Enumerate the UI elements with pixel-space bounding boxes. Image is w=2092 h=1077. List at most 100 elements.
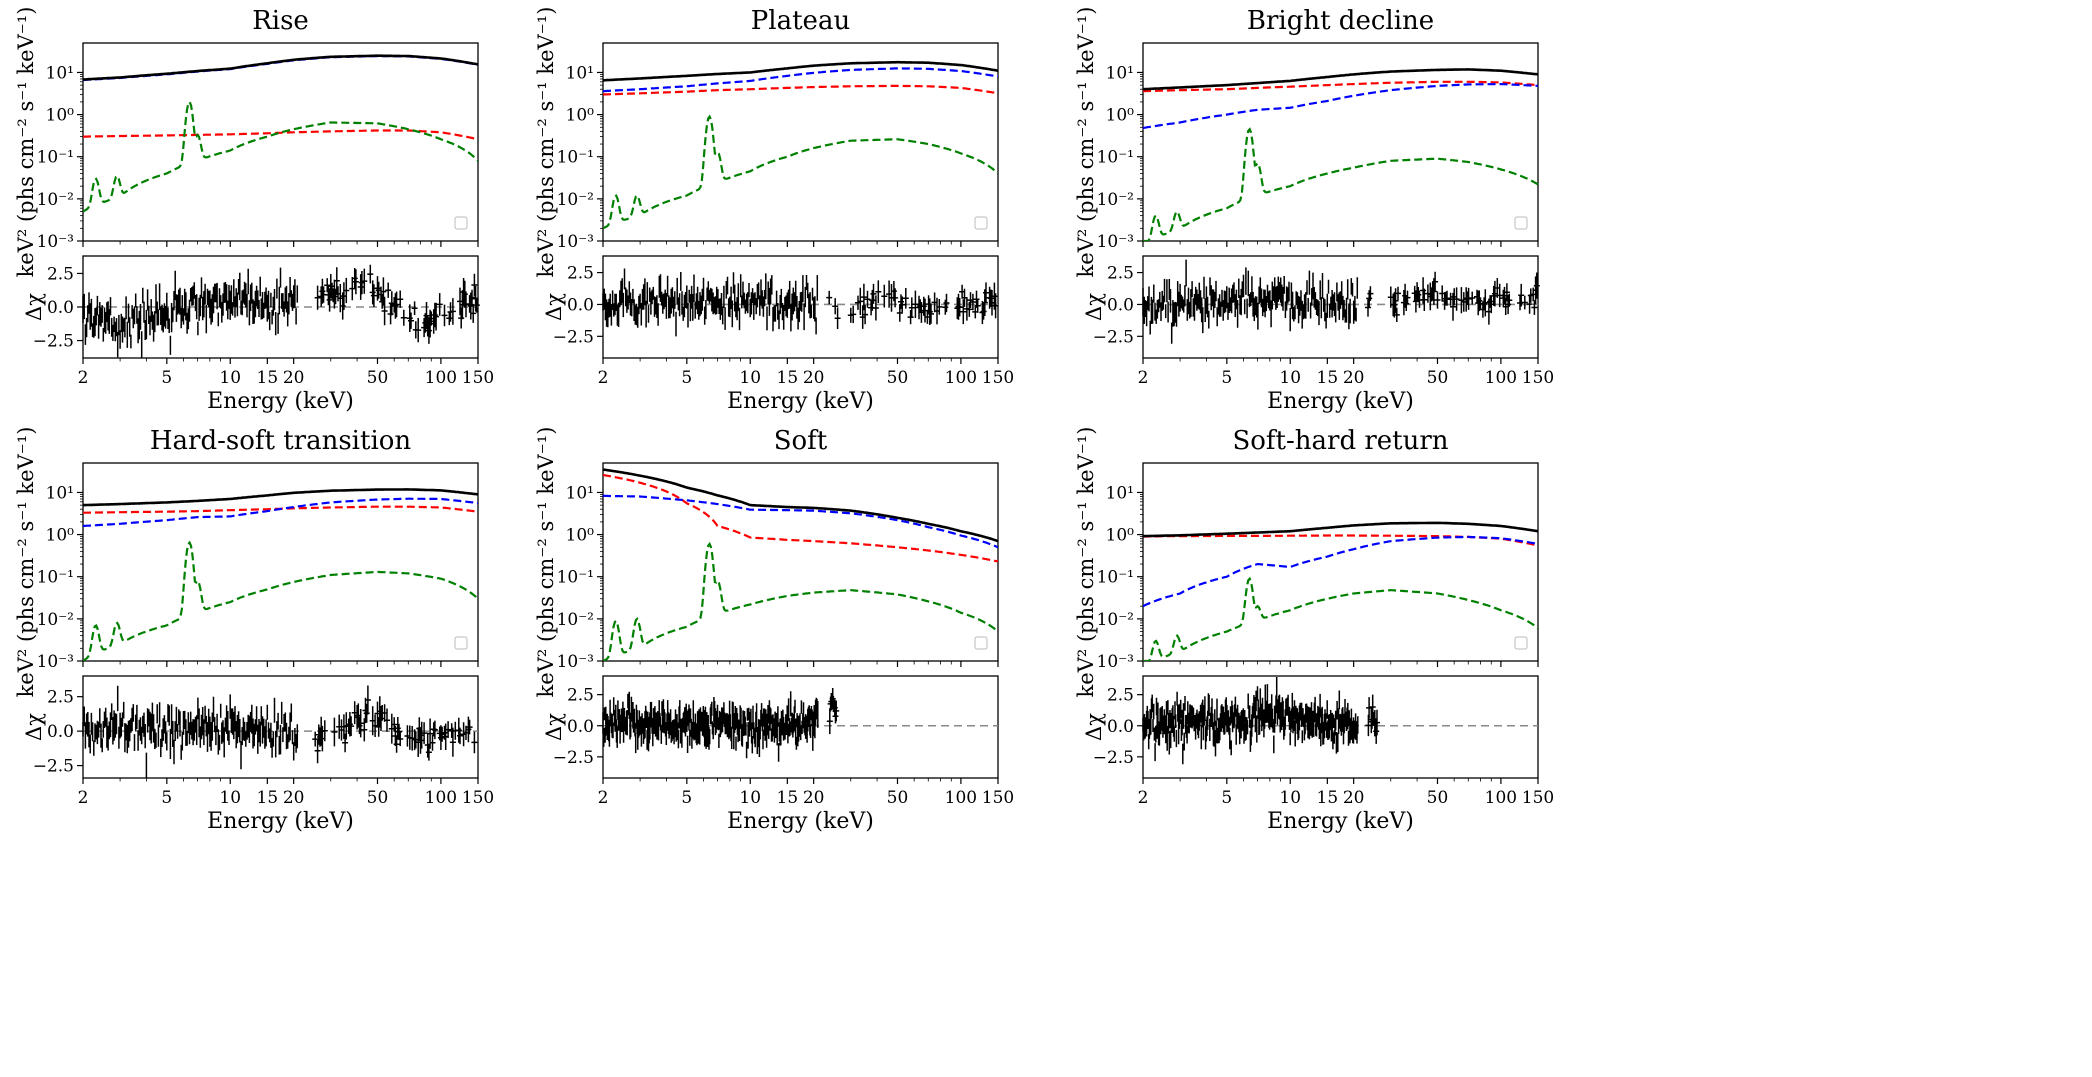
y-tick-label: 10⁻¹ xyxy=(1097,148,1134,168)
series-total xyxy=(1143,521,1538,538)
x-axis-label: Energy (keV) xyxy=(1267,389,1414,414)
x-tick-label: 5 xyxy=(161,368,172,388)
residual-axis-label: Δχ xyxy=(1082,293,1106,321)
y-tick-label: 10⁻³ xyxy=(557,232,594,252)
spectrum-axes-frame xyxy=(602,42,999,242)
x-tick-label: 15 xyxy=(777,788,799,808)
series-comp-red xyxy=(1143,80,1538,93)
x-tick-label: 2 xyxy=(1138,368,1149,388)
y-tick-label: 10⁻¹ xyxy=(557,148,594,168)
spectrum-axes-frame xyxy=(602,462,999,662)
panel-title: Hard-soft transition xyxy=(150,426,412,456)
y-tick-label: 10⁻² xyxy=(1097,190,1134,210)
residual-tick-label: −2.5 xyxy=(33,757,74,777)
x-tick-label: 100 xyxy=(1485,788,1517,808)
x-tick-label: 50 xyxy=(367,368,389,388)
y-tick-label: 10⁻³ xyxy=(37,652,74,672)
y-axis-label: keV² (phs cm⁻² s⁻¹ keV⁻¹) xyxy=(1074,427,1098,698)
legend-box xyxy=(1514,216,1528,230)
series-comp-red xyxy=(83,129,478,141)
y-axis-label: keV² (phs cm⁻² s⁻¹ keV⁻¹) xyxy=(1074,7,1098,278)
panel-4: Hard-soft transition 10⁻³ 10⁻² 10⁻¹ 10⁰ 10¹ ke… xyxy=(14,426,494,834)
y-tick-label: 10¹ xyxy=(1106,63,1134,83)
y-tick-label: 10¹ xyxy=(46,63,74,83)
x-tick-label: 100 xyxy=(425,368,457,388)
series-total xyxy=(83,488,478,507)
x-tick-label: 150 xyxy=(982,368,1014,388)
y-tick-label: 10⁻³ xyxy=(1097,652,1134,672)
y-tick-label: 10⁰ xyxy=(566,526,595,546)
y-tick-label: 10⁰ xyxy=(46,106,75,126)
panel-title: Plateau xyxy=(751,6,850,36)
residual-axis-label: Δχ xyxy=(22,293,46,321)
legend-box xyxy=(454,216,468,230)
residual-points xyxy=(82,264,480,358)
residual-error-bars xyxy=(82,264,480,358)
x-tick-label: 15 xyxy=(1317,788,1339,808)
x-tick-label: 20 xyxy=(283,788,305,808)
residual-tick-label: −2.5 xyxy=(553,748,594,768)
x-tick-label: 10 xyxy=(219,788,241,808)
residual-tick-label: 0.0 xyxy=(567,717,594,737)
series-comp-green xyxy=(1143,127,1538,241)
series-total xyxy=(83,54,478,81)
x-tick-label: 100 xyxy=(945,368,977,388)
residual-tick-label: 2.5 xyxy=(567,686,594,706)
y-tick-label: 10⁻³ xyxy=(557,652,594,672)
y-tick-label: 10⁰ xyxy=(46,526,75,546)
y-tick-label: 10⁻² xyxy=(37,610,74,630)
residual-axis-label: Δχ xyxy=(1082,713,1106,741)
residual-tick-label: 0.0 xyxy=(47,298,74,318)
x-tick-label: 20 xyxy=(1343,368,1365,388)
x-tick-label: 20 xyxy=(803,788,825,808)
panel-6: Soft-hard return 10⁻³ 10⁻² 10⁻¹ 10⁰ 10¹ keV² (… xyxy=(1074,426,1554,834)
spectrum-axes-frame xyxy=(1142,462,1539,662)
model-curves xyxy=(603,468,998,661)
legend-box xyxy=(974,216,988,230)
y-tick-label: 10¹ xyxy=(46,483,74,503)
spectrum-axes-frame xyxy=(82,462,479,662)
x-tick-label: 50 xyxy=(1427,368,1449,388)
residual-points xyxy=(602,688,840,762)
y-tick-label: 10¹ xyxy=(566,483,594,503)
x-axis-label: Energy (keV) xyxy=(1267,809,1414,834)
x-tick-label: 100 xyxy=(425,788,457,808)
y-tick-label: 10⁻¹ xyxy=(1097,568,1134,588)
series-comp-blue xyxy=(1143,535,1538,608)
x-tick-label: 10 xyxy=(219,368,241,388)
panel-5: Soft 10⁻³ 10⁻² 10⁻¹ 10⁰ 10¹ keV² (phs cm⁻² s⁻¹… xyxy=(534,426,1014,834)
x-tick-label: 15 xyxy=(777,368,799,388)
series-comp-red xyxy=(1143,534,1538,547)
x-tick-label: 5 xyxy=(1221,368,1232,388)
x-tick-label: 50 xyxy=(887,368,909,388)
residual-tick-label: −2.5 xyxy=(33,332,74,352)
x-tick-label: 15 xyxy=(257,788,279,808)
y-axis-label: keV² (phs cm⁻² s⁻¹ keV⁻¹) xyxy=(534,7,558,278)
residual-tick-label: 0.0 xyxy=(47,722,74,742)
residual-tick-label: 2.5 xyxy=(47,264,74,284)
series-comp-red xyxy=(603,473,998,563)
residual-tick-label: 2.5 xyxy=(1107,686,1134,706)
series-total xyxy=(603,468,998,543)
residual-tick-label: 2.5 xyxy=(567,264,594,284)
x-tick-label: 100 xyxy=(945,788,977,808)
x-tick-label: 5 xyxy=(681,368,692,388)
y-tick-label: 10⁻² xyxy=(557,610,594,630)
legend-box xyxy=(454,636,468,650)
x-tick-label: 50 xyxy=(367,788,389,808)
x-tick-label: 15 xyxy=(1317,368,1339,388)
x-tick-label: 10 xyxy=(1279,368,1301,388)
x-tick-label: 100 xyxy=(1485,368,1517,388)
residual-tick-label: 0.0 xyxy=(567,295,594,315)
x-axis-label: Energy (keV) xyxy=(207,809,354,834)
x-tick-label: 5 xyxy=(681,788,692,808)
spectrum-axes-frame xyxy=(82,42,479,242)
x-tick-label: 20 xyxy=(803,368,825,388)
x-tick-label: 2 xyxy=(78,788,89,808)
residual-error-bars xyxy=(82,685,478,778)
residual-tick-label: −2.5 xyxy=(553,327,594,347)
y-tick-label: 10⁻³ xyxy=(37,232,74,252)
residual-points xyxy=(602,268,999,337)
x-tick-label: 150 xyxy=(1522,788,1554,808)
x-tick-label: 50 xyxy=(1427,788,1449,808)
